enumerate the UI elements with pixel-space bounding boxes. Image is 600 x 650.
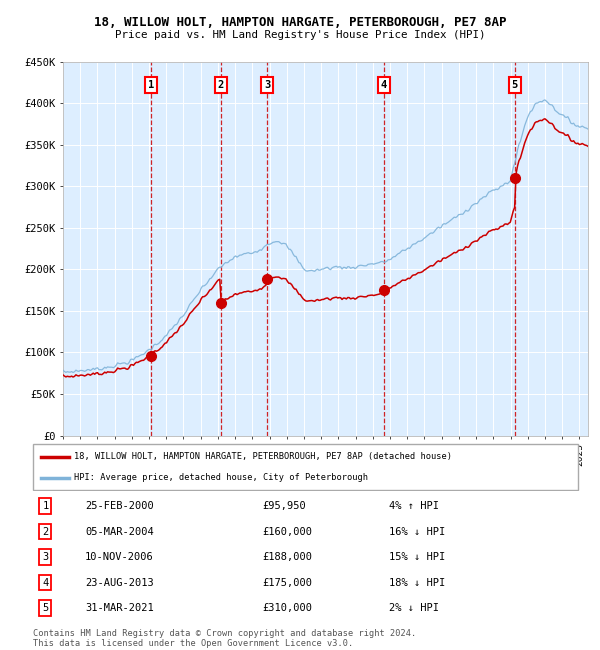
Text: 2% ↓ HPI: 2% ↓ HPI [389, 603, 439, 613]
Text: 3: 3 [264, 80, 270, 90]
Text: 5: 5 [512, 80, 518, 90]
Text: 18, WILLOW HOLT, HAMPTON HARGATE, PETERBOROUGH, PE7 8AP (detached house): 18, WILLOW HOLT, HAMPTON HARGATE, PETERB… [74, 452, 452, 461]
Text: £95,950: £95,950 [262, 501, 305, 511]
Text: This data is licensed under the Open Government Licence v3.0.: This data is licensed under the Open Gov… [33, 639, 353, 648]
Text: 10-NOV-2006: 10-NOV-2006 [85, 552, 154, 562]
Text: 15% ↓ HPI: 15% ↓ HPI [389, 552, 445, 562]
Text: 23-AUG-2013: 23-AUG-2013 [85, 578, 154, 588]
Text: £188,000: £188,000 [262, 552, 312, 562]
Text: Contains HM Land Registry data © Crown copyright and database right 2024.: Contains HM Land Registry data © Crown c… [33, 629, 416, 638]
Text: 18, WILLOW HOLT, HAMPTON HARGATE, PETERBOROUGH, PE7 8AP: 18, WILLOW HOLT, HAMPTON HARGATE, PETERB… [94, 16, 506, 29]
Text: 1: 1 [148, 80, 154, 90]
Text: 2: 2 [43, 526, 49, 536]
FancyBboxPatch shape [33, 444, 578, 490]
Text: Price paid vs. HM Land Registry's House Price Index (HPI): Price paid vs. HM Land Registry's House … [115, 30, 485, 40]
Text: 2: 2 [218, 80, 224, 90]
Text: 5: 5 [43, 603, 49, 613]
Text: 16% ↓ HPI: 16% ↓ HPI [389, 526, 445, 536]
Text: 4: 4 [43, 578, 49, 588]
Text: 4: 4 [381, 80, 387, 90]
Text: 05-MAR-2004: 05-MAR-2004 [85, 526, 154, 536]
Text: 1: 1 [43, 501, 49, 511]
Text: HPI: Average price, detached house, City of Peterborough: HPI: Average price, detached house, City… [74, 473, 368, 482]
Text: 25-FEB-2000: 25-FEB-2000 [85, 501, 154, 511]
Text: £160,000: £160,000 [262, 526, 312, 536]
Text: £175,000: £175,000 [262, 578, 312, 588]
Text: 31-MAR-2021: 31-MAR-2021 [85, 603, 154, 613]
Text: 4% ↑ HPI: 4% ↑ HPI [389, 501, 439, 511]
Text: £310,000: £310,000 [262, 603, 312, 613]
Text: 3: 3 [43, 552, 49, 562]
Text: 18% ↓ HPI: 18% ↓ HPI [389, 578, 445, 588]
